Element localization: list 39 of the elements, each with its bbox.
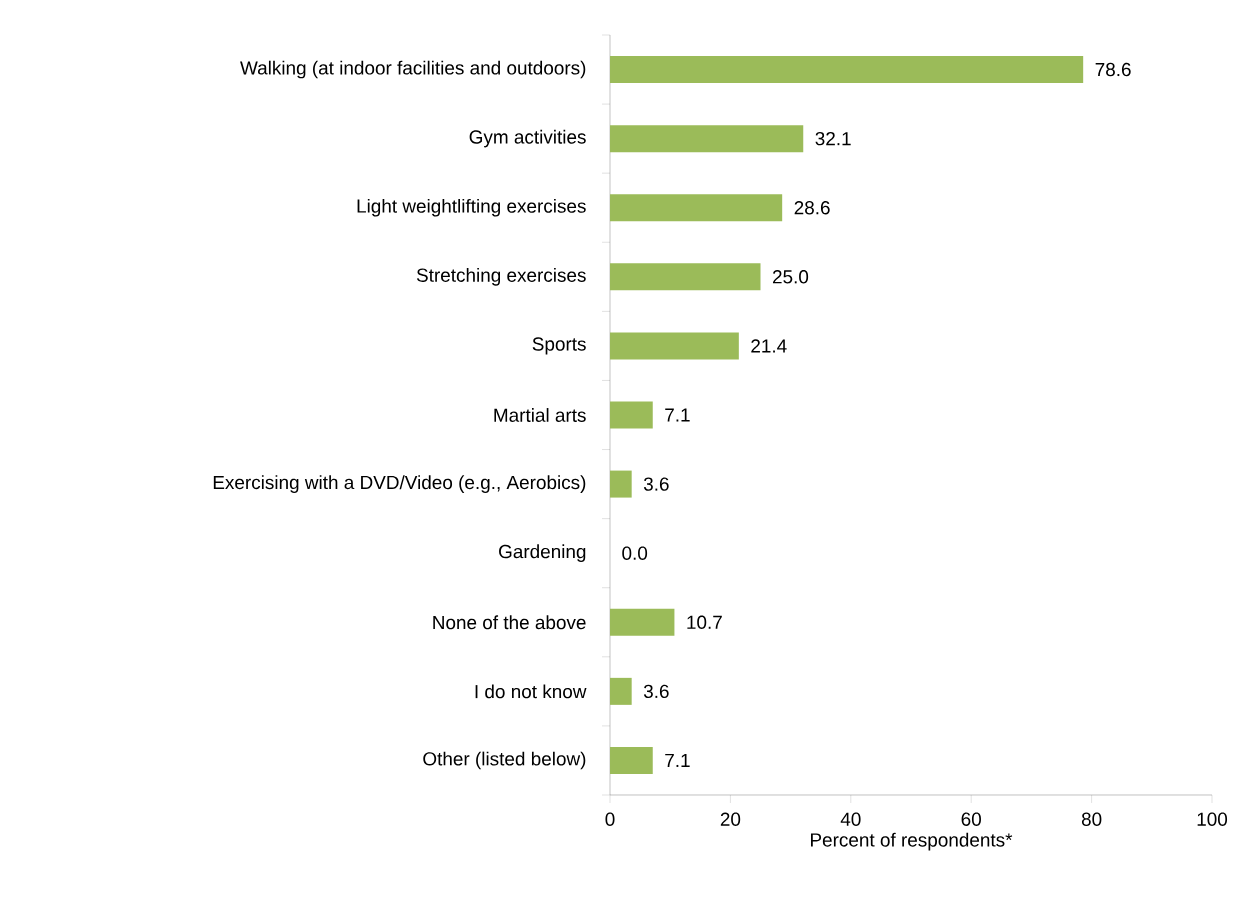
y-tick-label: Exercising with a DVD/Video (e.g., Aerobics) <box>213 475 586 493</box>
bar <box>610 125 804 153</box>
data-label: 0.0 <box>622 546 648 560</box>
y-tick-label: Light weightlifting exercises <box>357 198 586 217</box>
y-tick-label: Martial arts <box>494 408 586 422</box>
y-tick-label: Other (listed below) <box>423 751 586 770</box>
x-tick-label: 100 <box>1197 812 1228 826</box>
bar <box>610 194 783 222</box>
y-tick-label: Stretching exercises <box>416 267 586 286</box>
data-label: 10.7 <box>687 615 722 629</box>
bar <box>610 677 632 705</box>
y-tick-label: None of the above <box>433 615 586 630</box>
x-tick-label: 40 <box>840 812 861 826</box>
x-tick-label: 20 <box>720 812 741 826</box>
bar <box>610 263 761 291</box>
bar <box>610 608 675 636</box>
bar <box>610 56 1084 84</box>
data-label: 3.6 <box>643 684 669 699</box>
y-tick-label: Gym activities <box>469 129 586 148</box>
bar <box>610 470 632 498</box>
data-label: 78.6 <box>1095 62 1131 77</box>
y-tick-label: Walking (at indoor facilities and outdoors) <box>240 60 586 79</box>
data-label: 32.1 <box>815 131 851 146</box>
bar <box>610 401 653 429</box>
y-tick-label: I do not know <box>475 684 587 699</box>
y-tick-label: Sports <box>532 337 586 355</box>
data-label: 3.6 <box>643 477 669 491</box>
x-tick-label: 60 <box>961 812 981 826</box>
data-label: 25.0 <box>772 270 809 284</box>
x-tick-label: 0 <box>605 812 615 826</box>
x-tick-label: 80 <box>1081 812 1102 826</box>
data-label: 28.6 <box>794 201 830 215</box>
bar <box>610 332 739 360</box>
y-tick-label: Gardening <box>499 544 586 562</box>
data-label: 7.1 <box>665 753 690 767</box>
data-label: 7.1 <box>665 408 690 422</box>
bar <box>610 746 653 774</box>
x-axis-title: Percent of respondents* <box>811 832 1013 851</box>
data-label: 21.4 <box>751 339 787 353</box>
